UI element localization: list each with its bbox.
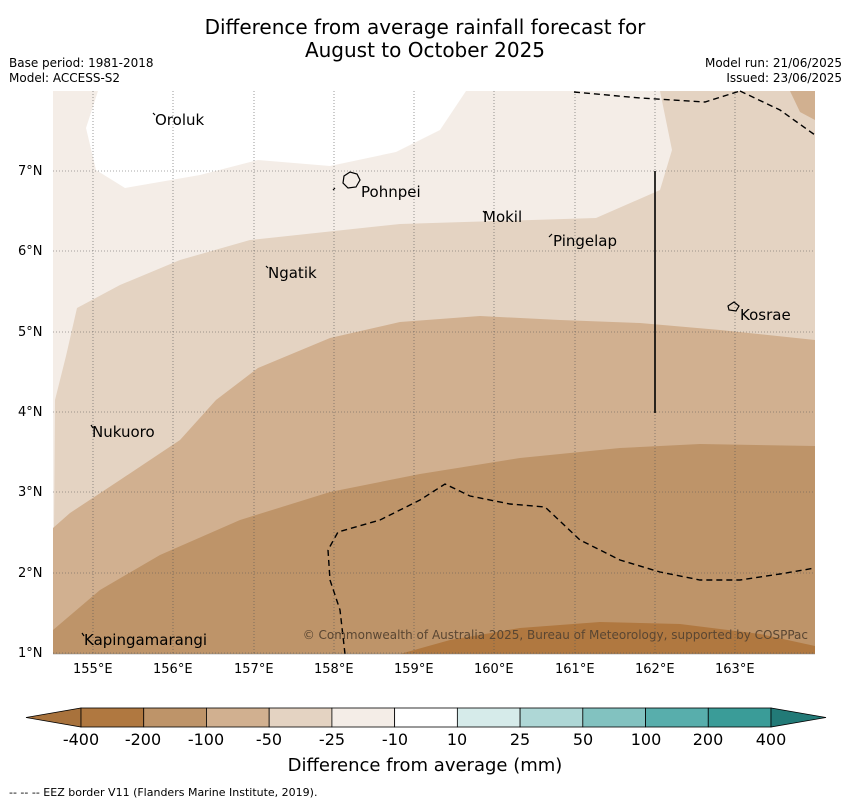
lat-tick-label: 5°N [18,325,43,340]
lat-tick-label: 2°N [18,566,43,581]
colorbar-segment [456,707,521,728]
place-label-nukuoro: Nukuoro [92,423,155,441]
colorbar-segment [143,707,207,728]
place-label-pohnpei: Pohnpei [361,183,421,201]
contour-minus400-minus200 [400,622,815,654]
colorbar-tick-label: 10 [446,730,468,749]
lon-tick-label: 155°E [73,662,113,677]
colorbar-tick-label: 400 [755,730,787,749]
lon-tick-label: 157°E [234,662,274,677]
lat-tick-label: 3°N [18,485,43,500]
colorbar-title: Difference from average (mm) [287,755,563,776]
colorbar-tick-label: 100 [630,730,662,749]
colorbar-extend-low [25,707,82,728]
nukuoro-atoll [90,424,94,429]
colorbar-tick-label: -400 [62,730,100,749]
colorbar-tick-label: -10 [381,730,409,749]
forecast-contours [53,91,815,654]
islands [81,112,740,637]
colorbar-segment [268,707,333,728]
colorbar [25,707,827,728]
lat-tick-label: 1°N [18,646,43,661]
title-line-2: August to October 2025 [304,38,546,62]
colorbar-segment [582,707,646,728]
copyright-notice: © Commonwealth of Australia 2025, Bureau… [302,628,808,642]
eez-borders [327,90,816,655]
issued-date: Issued: 23/06/2025 [726,71,842,85]
colorbar-segment [707,707,772,728]
model-name: Model: ACCESS-S2 [9,71,121,85]
ngatik-atoll [265,265,269,269]
pohnpei-island [342,171,361,189]
lon-tick-label: 163°E [715,662,755,677]
colorbar-segment [394,707,458,728]
contour-near-average [86,91,466,188]
colorbar-tick-label: -100 [187,730,225,749]
colorbar-segment [519,707,584,728]
lat-tick-label: 4°N [18,405,43,420]
lon-tick-label: 160°E [474,662,514,677]
lon-tick-label: 159°E [394,662,434,677]
title-line-1: Difference from average rainfall forecas… [204,15,646,39]
lon-tick-label: 162°E [635,662,675,677]
place-label-oroluk: Oroluk [155,111,205,129]
colorbar-tick-label: -25 [318,730,346,749]
colorbar-segment [80,707,145,728]
colorbar-segment [645,707,709,728]
footnote: -- -- -- EEZ border V11 (Flanders Marine… [9,786,318,799]
colorbar-segment [206,707,270,728]
colorbar-tick-label: 200 [692,730,724,749]
base-period: Base period: 1981-2018 [9,56,154,70]
colorbar-tick-label: 50 [572,730,594,749]
place-label-pingelap: Pingelap [553,232,618,250]
eez-border-south [327,483,816,655]
contour-minus25-minus10 [53,91,672,654]
lon-tick-label: 161°E [555,662,595,677]
place-label-kosrae: Kosrae [740,306,791,324]
lat-tick-label: 7°N [18,164,43,179]
mokil-atoll [482,210,486,214]
colorbar-extend-high [770,707,827,728]
place-label-mokil: Mokil [483,208,523,226]
colorbar-segment [331,707,396,728]
contour-minus200-minus100 [53,444,815,654]
place-label-ngatik: Ngatik [268,264,317,282]
colorbar-tick-label: 25 [509,730,531,749]
colorbar-tick-label: -200 [124,730,162,749]
colorbar-tick-label: -50 [255,730,283,749]
eez-border-north [573,90,741,103]
lon-tick-label: 156°E [153,662,193,677]
kosrae-island [727,301,740,312]
kapingamarangi-atoll [81,632,85,637]
oroluk-atoll [152,112,156,116]
pingelap-atoll [548,233,553,238]
lat-tick-label: 6°N [18,244,43,259]
model-run: Model run: 21/06/2025 [704,56,842,70]
place-label-kapingamarangi: Kapingamarangi [84,631,208,649]
lon-tick-label: 158°E [314,662,354,677]
